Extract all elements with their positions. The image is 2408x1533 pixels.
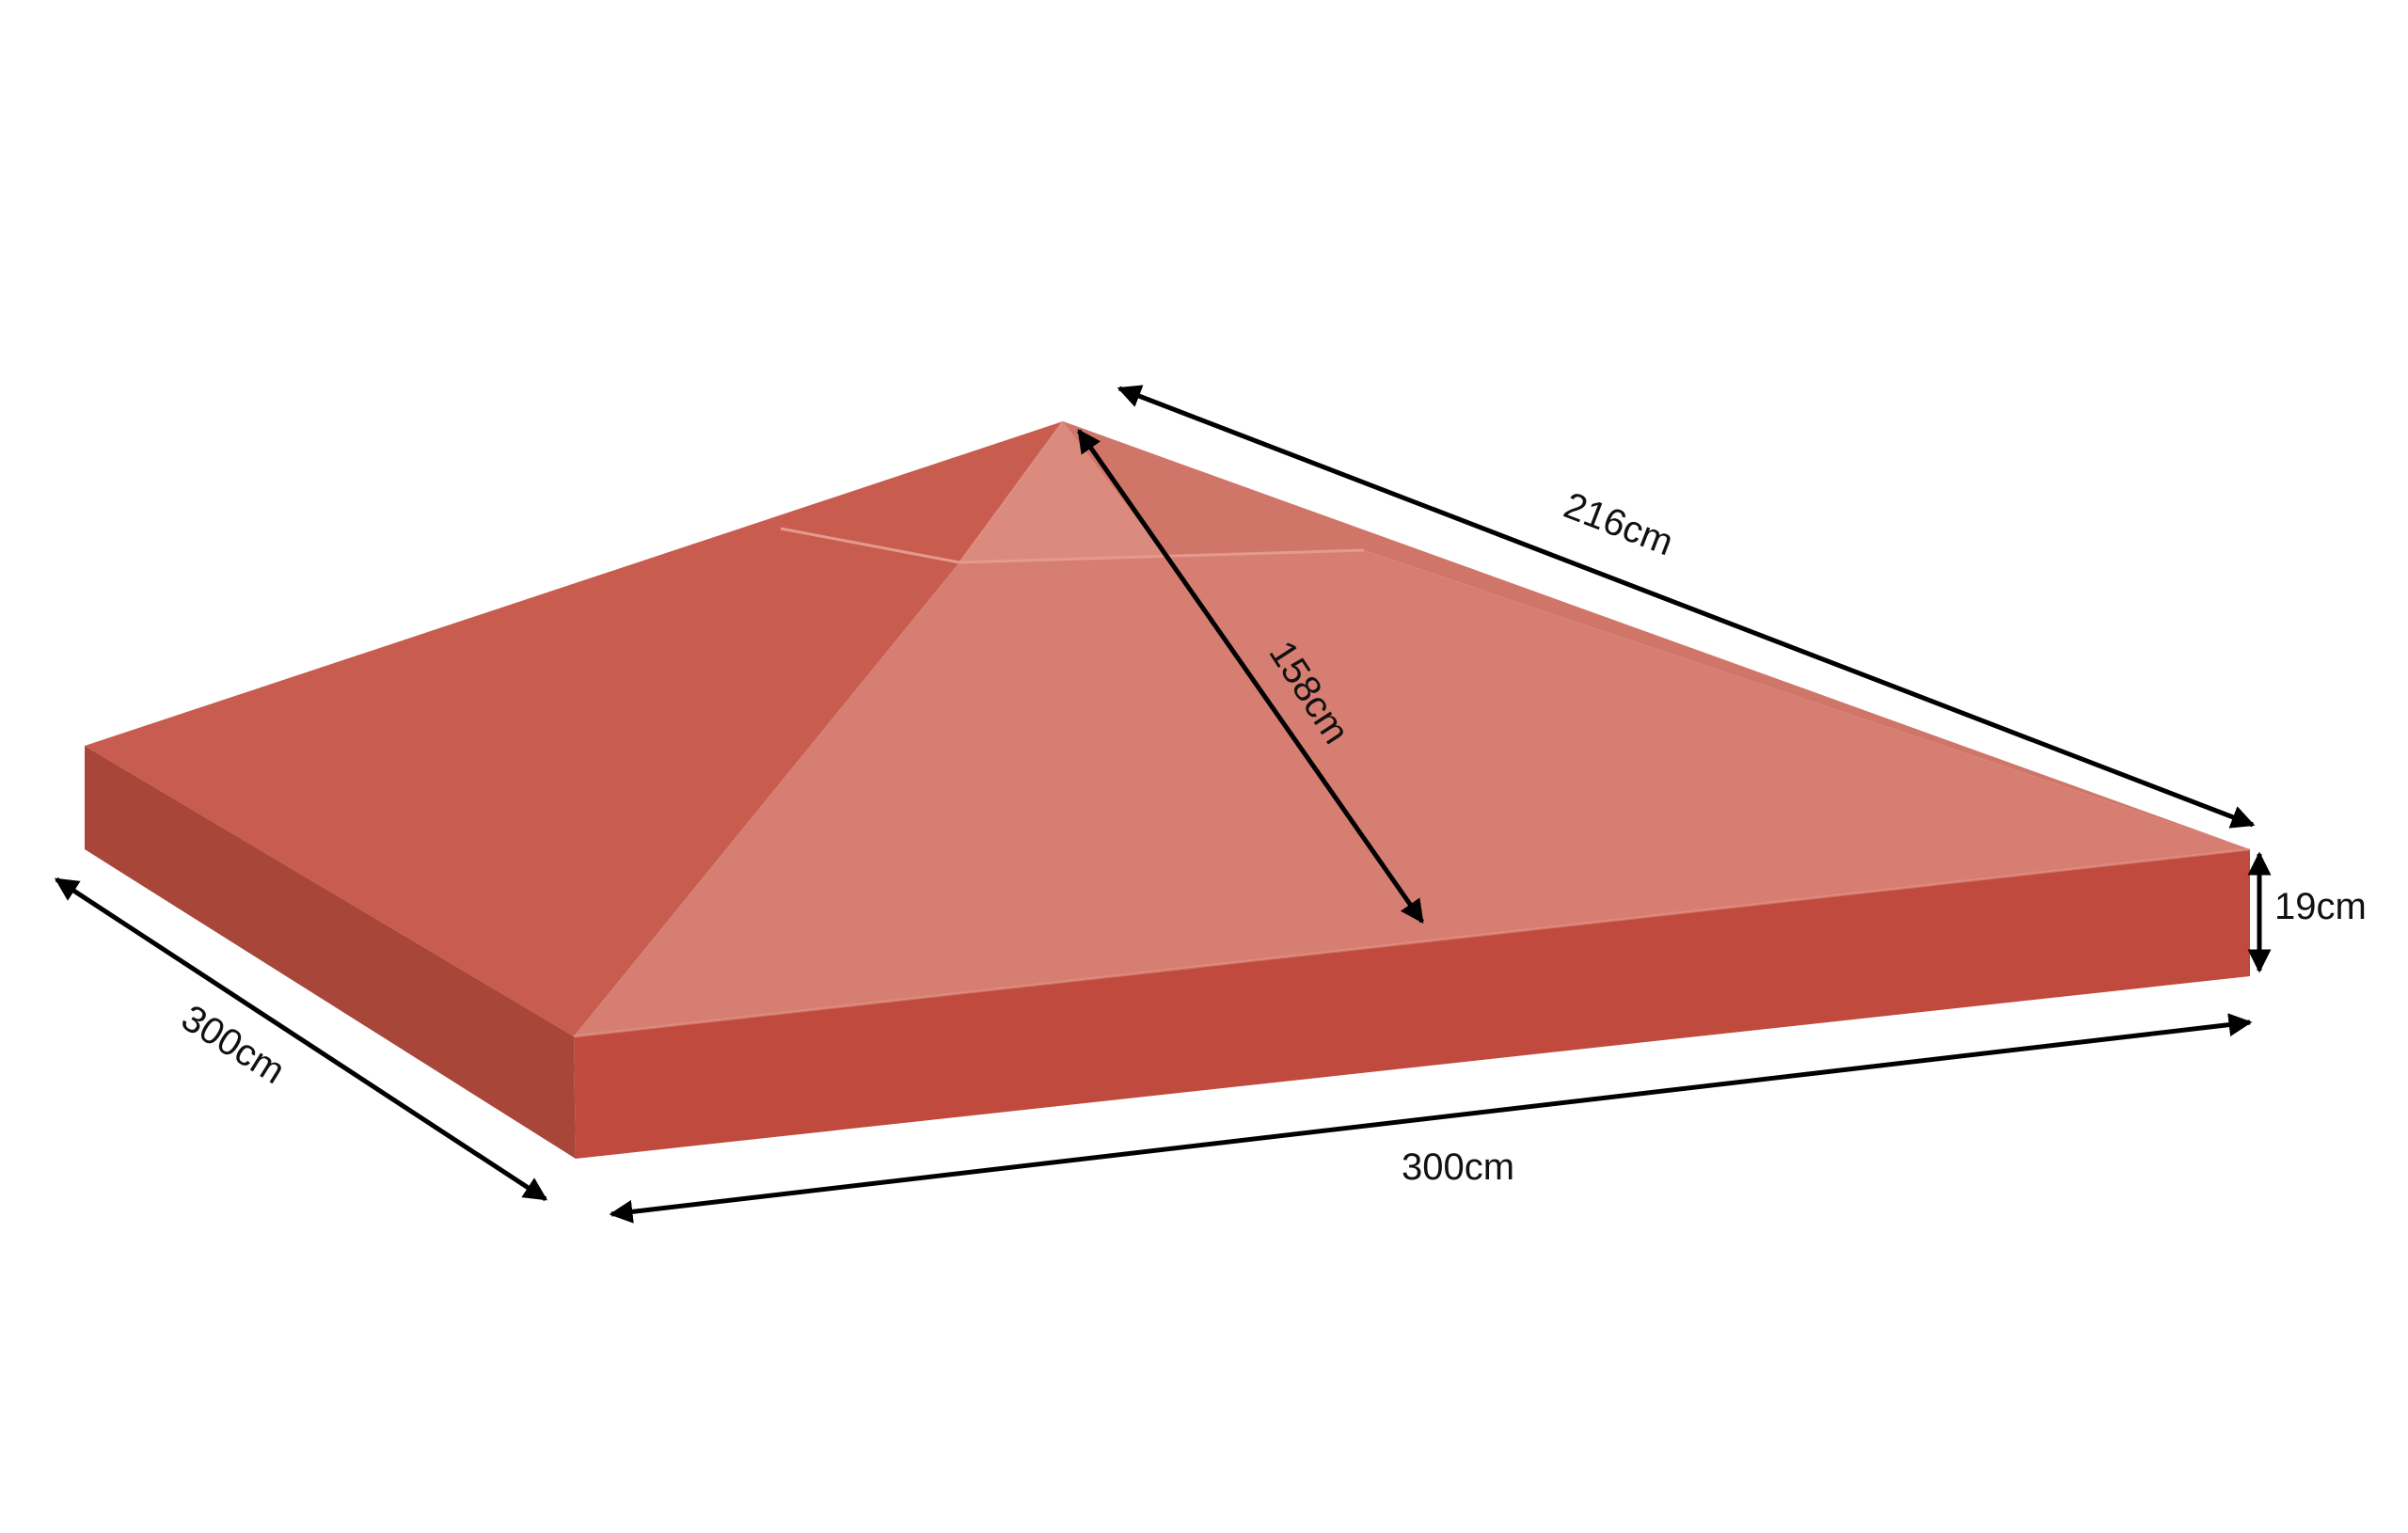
front-width-label: 300cm	[1402, 1146, 1514, 1188]
front-width-arrow	[609, 1013, 2253, 1224]
gazebo-canopy	[85, 420, 2251, 1159]
wall-height-label: 19cm	[2274, 886, 2367, 927]
side-depth-label: 300cm	[174, 997, 292, 1092]
slope-arrow	[1076, 428, 1425, 925]
top-edge-label: 216cm	[1559, 484, 1679, 563]
roof-front-edge	[573, 847, 2251, 1038]
side-depth-arrow	[54, 877, 548, 1202]
roof-hip-seam	[958, 420, 1064, 563]
